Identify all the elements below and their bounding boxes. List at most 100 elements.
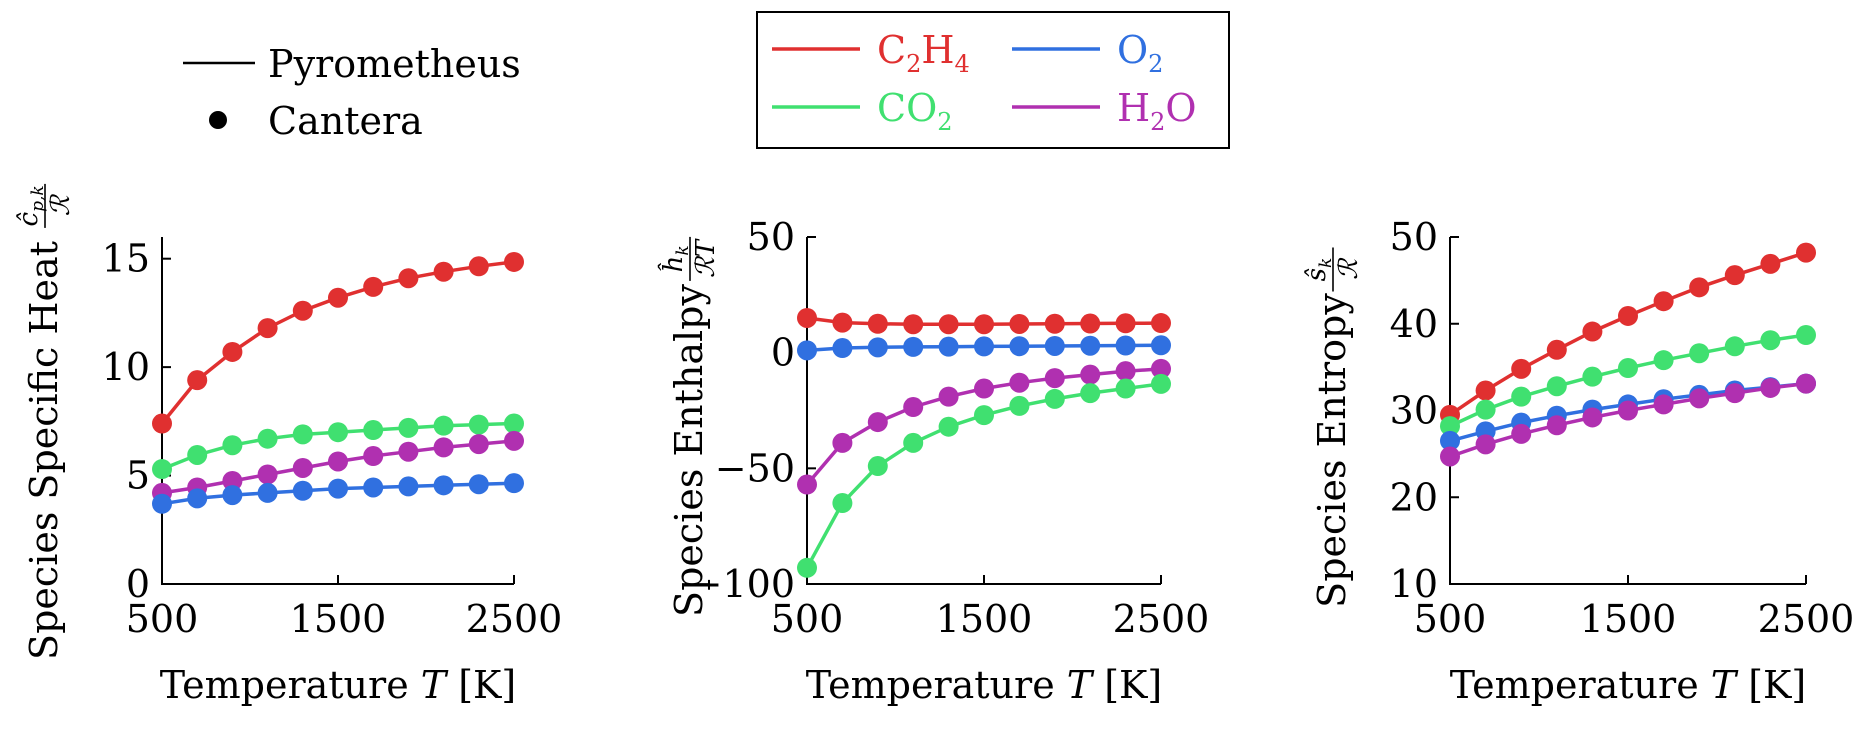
data-point-o2 — [292, 480, 313, 501]
y-tick-label: 15 — [102, 237, 150, 281]
data-point-h2o — [832, 432, 853, 453]
data-point-co2 — [1760, 330, 1781, 351]
y-tick-label: 5 — [126, 454, 150, 498]
data-point-h2o — [1009, 372, 1030, 393]
data-point-co2 — [1440, 416, 1460, 437]
data-point-co2 — [1689, 343, 1710, 364]
data-point-o2 — [1115, 335, 1136, 356]
data-point-c2h4 — [328, 287, 348, 308]
data-point-o2 — [1080, 335, 1101, 356]
fraction-numerator: ŝk — [1302, 258, 1336, 282]
data-point-co2 — [433, 415, 454, 436]
data-point-o2 — [1440, 430, 1460, 451]
data-point-co2 — [1475, 399, 1496, 420]
data-point-co2 — [1796, 325, 1816, 346]
line-legend-label: Pyrometheus — [268, 42, 521, 86]
x-axis-label: Temperature T [K] — [806, 663, 1163, 707]
data-point-c2h4 — [903, 314, 924, 335]
x-tick-label: 2500 — [466, 597, 563, 641]
x-tick-label: 1500 — [1580, 597, 1677, 641]
data-point-co2 — [468, 414, 489, 435]
y-tick-label: 20 — [1390, 475, 1438, 519]
data-point-h2o — [903, 397, 924, 418]
data-point-o2 — [504, 473, 524, 494]
data-point-h2o — [1689, 388, 1710, 409]
x-tick-label: 500 — [1414, 597, 1487, 641]
data-point-c2h4 — [363, 276, 384, 297]
data-point-c2h4 — [1511, 358, 1532, 379]
data-point-h2o — [974, 378, 994, 399]
y-axis-label: Species Specific Heat — [22, 241, 66, 660]
data-point-h2o — [292, 457, 313, 478]
data-point-c2h4 — [1151, 313, 1171, 334]
data-point-h2o — [328, 451, 348, 472]
data-point-h2o — [1760, 377, 1781, 398]
data-point-c2h4 — [1796, 242, 1816, 263]
data-point-c2h4 — [1689, 277, 1710, 298]
fraction-denominator: ℛ — [1334, 257, 1364, 280]
data-point-o2 — [903, 336, 924, 357]
y-axis-label: Species Enthalpy — [667, 284, 711, 617]
data-point-h2o — [363, 446, 384, 467]
chart-panel-1: 0 5 10 15 500 1500 2500 Temperature T [K] Specie… — [14, 183, 563, 707]
x-tick-label: 1500 — [290, 597, 387, 641]
data-point-o2 — [152, 493, 172, 514]
data-point-c2h4 — [257, 318, 278, 339]
data-point-c2h4 — [938, 314, 959, 335]
data-point-h2o — [1115, 361, 1136, 382]
data-point-o2 — [1009, 336, 1030, 357]
legend-label-o2: O2 — [1117, 28, 1163, 78]
x-tick-label: 2500 — [1758, 597, 1855, 641]
legend-label-c2h4: C2H4 — [877, 28, 970, 78]
data-point-o2 — [187, 488, 208, 509]
data-point-o2 — [257, 482, 278, 503]
data-point-co2 — [222, 435, 243, 456]
data-point-o2 — [328, 478, 348, 499]
data-point-h2o — [1044, 368, 1065, 389]
data-point-o2 — [974, 336, 994, 357]
y-tick-label: 10 — [102, 345, 150, 389]
data-point-h2o — [504, 430, 524, 451]
data-point-o2 — [1044, 335, 1065, 356]
data-point-co2 — [257, 428, 278, 449]
data-point-co2 — [903, 432, 924, 453]
chart-panel-3: 10 20 30 40 50 500 1500 2500 Temperature T [K] Sp… — [1302, 215, 1854, 707]
data-point-h2o — [1618, 400, 1638, 421]
data-point-co2 — [328, 422, 348, 443]
data-point-c2h4 — [1115, 313, 1136, 334]
x-axis-label: Temperature T [K] — [160, 663, 517, 707]
data-point-h2o — [1796, 373, 1816, 394]
data-point-o2 — [363, 477, 384, 498]
data-point-h2o — [938, 386, 959, 407]
style-legend: Pyrometheus Cantera — [183, 42, 521, 143]
y-axis-label-group: Species Specific Heat ĉp,kℛ — [14, 183, 76, 660]
data-point-h2o — [867, 412, 888, 433]
data-point-co2 — [187, 444, 208, 465]
data-point-c2h4 — [1044, 313, 1065, 334]
data-point-o2 — [832, 338, 853, 359]
data-point-h2o — [1546, 415, 1567, 436]
y-tick-label: 30 — [1390, 389, 1438, 433]
data-point-o2 — [398, 476, 419, 497]
data-point-o2 — [222, 485, 243, 506]
x-axis-label: Temperature T [K] — [1450, 663, 1807, 707]
data-point-h2o — [1475, 434, 1496, 455]
y-tick-label: 40 — [1390, 302, 1438, 346]
data-point-c2h4 — [1724, 265, 1745, 286]
data-point-c2h4 — [974, 314, 994, 335]
data-point-c2h4 — [1475, 380, 1496, 401]
y-tick-label: 0 — [126, 562, 150, 606]
x-tick-label: 500 — [771, 597, 844, 641]
data-point-h2o — [1653, 394, 1674, 415]
data-point-o2 — [797, 340, 817, 361]
data-point-co2 — [867, 456, 888, 477]
x-tick-label: 500 — [126, 597, 199, 641]
data-point-c2h4 — [832, 312, 853, 333]
y-axis-label-fraction: ŝkℛ — [1302, 247, 1364, 292]
data-point-co2 — [1546, 376, 1567, 397]
data-point-h2o — [398, 441, 419, 462]
y-tick-label: 10 — [1390, 562, 1438, 606]
data-point-h2o — [1582, 407, 1603, 428]
